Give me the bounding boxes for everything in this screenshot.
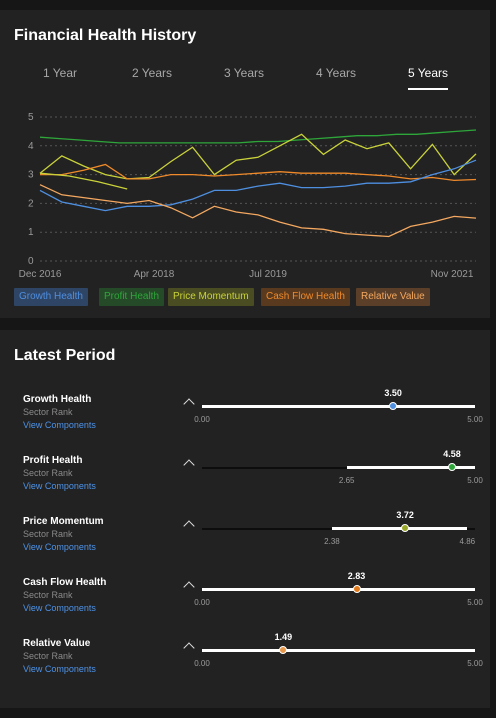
range-track [202,467,475,469]
range-min: 2.38 [324,537,340,546]
y-tick-label: 4 [28,141,34,152]
x-tick-label: Jul 2019 [249,269,287,280]
sector-range-bar [202,405,475,408]
sector-range-bar [202,649,475,652]
metric-name-cash-flow-health: Cash Flow Health [23,577,107,588]
latest-period-panel: Latest Period Growth Health Sector Rank Vi… [0,330,490,708]
metric-row: Profit Health Sector Rank View Components 4… [0,449,490,509]
latest-period-title: Latest Period [14,347,116,364]
legend-profit-health[interactable]: Profit Health [99,288,165,306]
view-components-link[interactable]: View Components [23,481,96,491]
series-line-cash-flow-health [40,163,477,182]
range-max: 5.00 [467,476,483,485]
metric-name-relative-value: Relative Value [23,638,91,649]
series-line-profit-health [39,129,477,144]
metric-name-price-momentum: Price Momentum [23,516,104,527]
sector-rank-label: Sector Rank [23,651,73,661]
history-title: Financial Health History [14,27,197,44]
metric-name-profit-health: Profit Health [23,455,83,466]
sector-range-bar [202,588,475,591]
series-line-price-momentum-segment [39,172,128,190]
sector-rank-label: Sector Rank [23,590,73,600]
sector-range-bar [331,527,468,530]
view-components-link[interactable]: View Components [23,542,96,552]
value-marker[interactable] [401,524,410,532]
metric-row: Cash Flow Health Sector Rank View Componen… [0,571,490,631]
chevron-up-icon[interactable] [183,398,195,410]
tab-4-years[interactable]: 4 Years [315,66,357,80]
metric-value: 2.83 [347,571,366,581]
series-line-relative-value [39,184,477,238]
view-components-link[interactable]: View Components [23,420,96,430]
chevron-up-icon[interactable] [183,459,195,471]
x-tick-label: Nov 2021 [431,269,474,280]
series-line-price-momentum [39,133,477,180]
range-max: 4.86 [459,537,476,546]
view-components-link[interactable]: View Components [23,664,96,674]
metric-value: 1.49 [274,632,293,642]
value-marker[interactable] [279,646,288,654]
tab-5-years[interactable]: 5 Years [382,66,474,90]
chevron-up-icon[interactable] [183,642,195,654]
x-tick-label: Dec 2016 [19,269,62,280]
tab-2-years[interactable]: 2 Years [131,66,173,80]
legend-price-momentum[interactable]: Price Momentum [168,288,254,306]
financial-health-history-panel: Financial Health History 1 Year 2 Years … [0,10,490,318]
range-min: 0.00 [194,598,210,607]
range-max: 5.00 [467,598,483,607]
metric-value: 3.72 [396,510,414,520]
metric-row: Price Momentum Sector Rank View Components… [0,510,490,570]
period-tabs: 1 Year 2 Years 3 Years 4 Years 5 Years [14,66,476,102]
y-tick-label: 0 [28,256,34,267]
range-max: 5.00 [467,659,483,668]
sector-range-bar [346,466,475,469]
legend-cash-flow-health[interactable]: Cash Flow Health [261,288,350,306]
x-tick-label: Apr 2018 [134,269,175,280]
y-tick-label: 3 [28,170,34,181]
range-max: 5.00 [467,415,483,424]
view-components-link[interactable]: View Components [23,603,96,613]
sector-rank-label: Sector Rank [23,529,73,539]
value-marker[interactable] [352,585,361,593]
legend-growth-health[interactable]: Growth Health [14,288,88,306]
chevron-up-icon[interactable] [183,581,195,593]
y-tick-label: 1 [28,227,34,238]
series-line-growth-health [39,159,477,212]
metric-row: Relative Value Sector Rank View Components… [0,632,490,692]
tab-1-year[interactable]: 1 Year [42,66,78,80]
metric-row: Growth Health Sector Rank View Components 3… [0,388,490,448]
sector-rank-label: Sector Rank [23,407,73,417]
range-min: 2.65 [338,476,355,485]
value-marker[interactable] [448,463,457,471]
metric-value: 4.58 [443,449,461,459]
legend-relative-value[interactable]: Relative Value [356,288,430,306]
chevron-up-icon[interactable] [183,520,195,532]
tab-3-years[interactable]: 3 Years [223,66,265,80]
y-tick-label: 5 [28,112,34,123]
sector-rank-label: Sector Rank [23,468,73,478]
metric-value: 3.50 [384,388,402,398]
metric-name-growth-health: Growth Health [23,394,92,405]
range-min: 0.00 [194,415,210,424]
range-min: 0.00 [194,659,210,668]
value-marker[interactable] [389,402,398,410]
health-history-chart: 0 1 2 3 4 5 Dec 2016 Apr 2018 Jul 2019 Nov 2021 [19,112,477,280]
y-tick-label: 2 [28,198,34,209]
